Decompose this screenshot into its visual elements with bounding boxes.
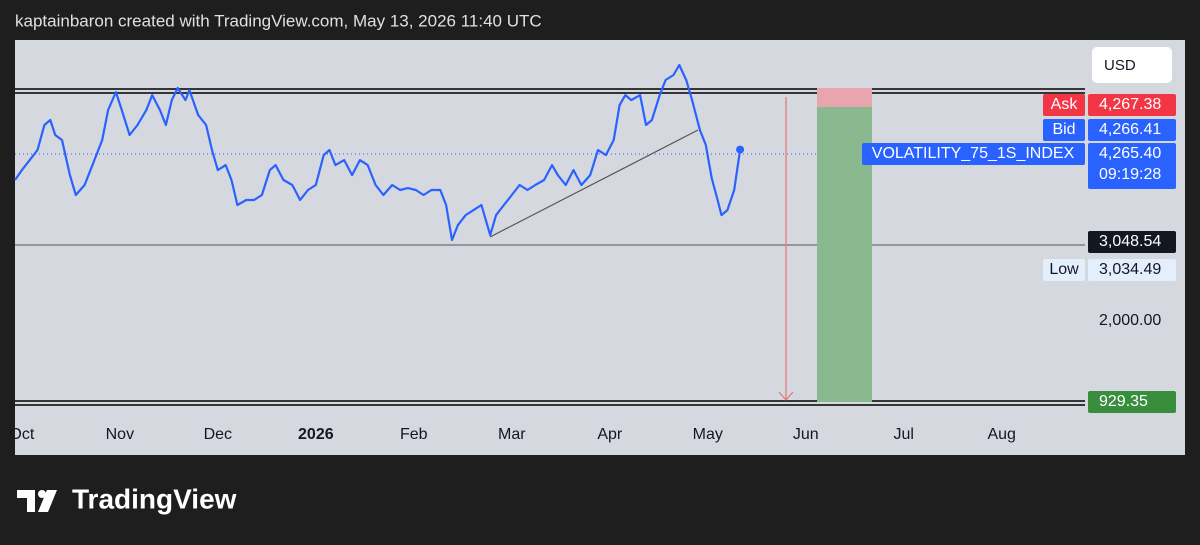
price-label-box <box>1088 259 1176 281</box>
y-tick-label: 2,000.00 <box>1099 312 1161 329</box>
brand: TradingView <box>72 483 237 514</box>
logo-shape <box>17 490 35 512</box>
marker-name-box <box>1043 259 1085 281</box>
price-label-box <box>1088 119 1176 141</box>
marker-name: Bid <box>1052 121 1075 138</box>
x-tick-label: Jul <box>894 426 914 443</box>
logo-shape <box>38 490 57 512</box>
brand-logo <box>17 490 57 512</box>
currency-button[interactable] <box>1092 47 1172 83</box>
plot-background <box>15 40 1185 455</box>
x-tick-label: Mar <box>498 426 526 443</box>
x-tick-label: Nov <box>106 426 134 443</box>
x-tick-label: Feb <box>400 426 428 443</box>
x-tick-label: May <box>693 426 723 443</box>
price-label: 4,266.41 <box>1099 121 1161 138</box>
price-label-box <box>1088 231 1176 253</box>
x-tick-label: Oct <box>9 426 34 443</box>
price-label: 4,267.38 <box>1099 96 1161 113</box>
series-name-box <box>862 143 1085 165</box>
caption: kaptainbaron created with TradingView.co… <box>15 11 542 30</box>
marker-name: Ask <box>1051 96 1079 113</box>
x-tick-label: Apr <box>597 426 623 443</box>
marker-name-box <box>1043 94 1085 116</box>
x-tick-label: Jun <box>793 426 819 443</box>
price-label-box <box>1088 143 1176 189</box>
stop-zone <box>817 88 872 107</box>
trend-line <box>489 129 699 238</box>
x-tick-label: Dec <box>204 426 232 443</box>
price-time: 09:19:28 <box>1099 166 1161 183</box>
last-point <box>736 145 745 154</box>
currency[interactable]: USD <box>1104 57 1136 74</box>
price-label: 3,034.49 <box>1099 261 1161 278</box>
x-tick-label: Aug <box>987 426 1015 443</box>
arrow-head <box>778 391 794 401</box>
x-tick-label: 2026 <box>298 426 334 443</box>
series-name: VOLATILITY_75_1S_INDEX <box>872 145 1075 162</box>
price-label: 3,048.54 <box>1099 233 1161 250</box>
price-label-box <box>1088 391 1176 413</box>
marker-name-box <box>1043 119 1085 141</box>
price-label-box <box>1088 94 1176 116</box>
price-label: 929.35 <box>1099 393 1148 410</box>
price-label: 4,265.40 <box>1099 145 1161 162</box>
price-line <box>14 63 742 242</box>
marker-name: Low <box>1049 261 1079 278</box>
logo-shape <box>38 490 46 498</box>
